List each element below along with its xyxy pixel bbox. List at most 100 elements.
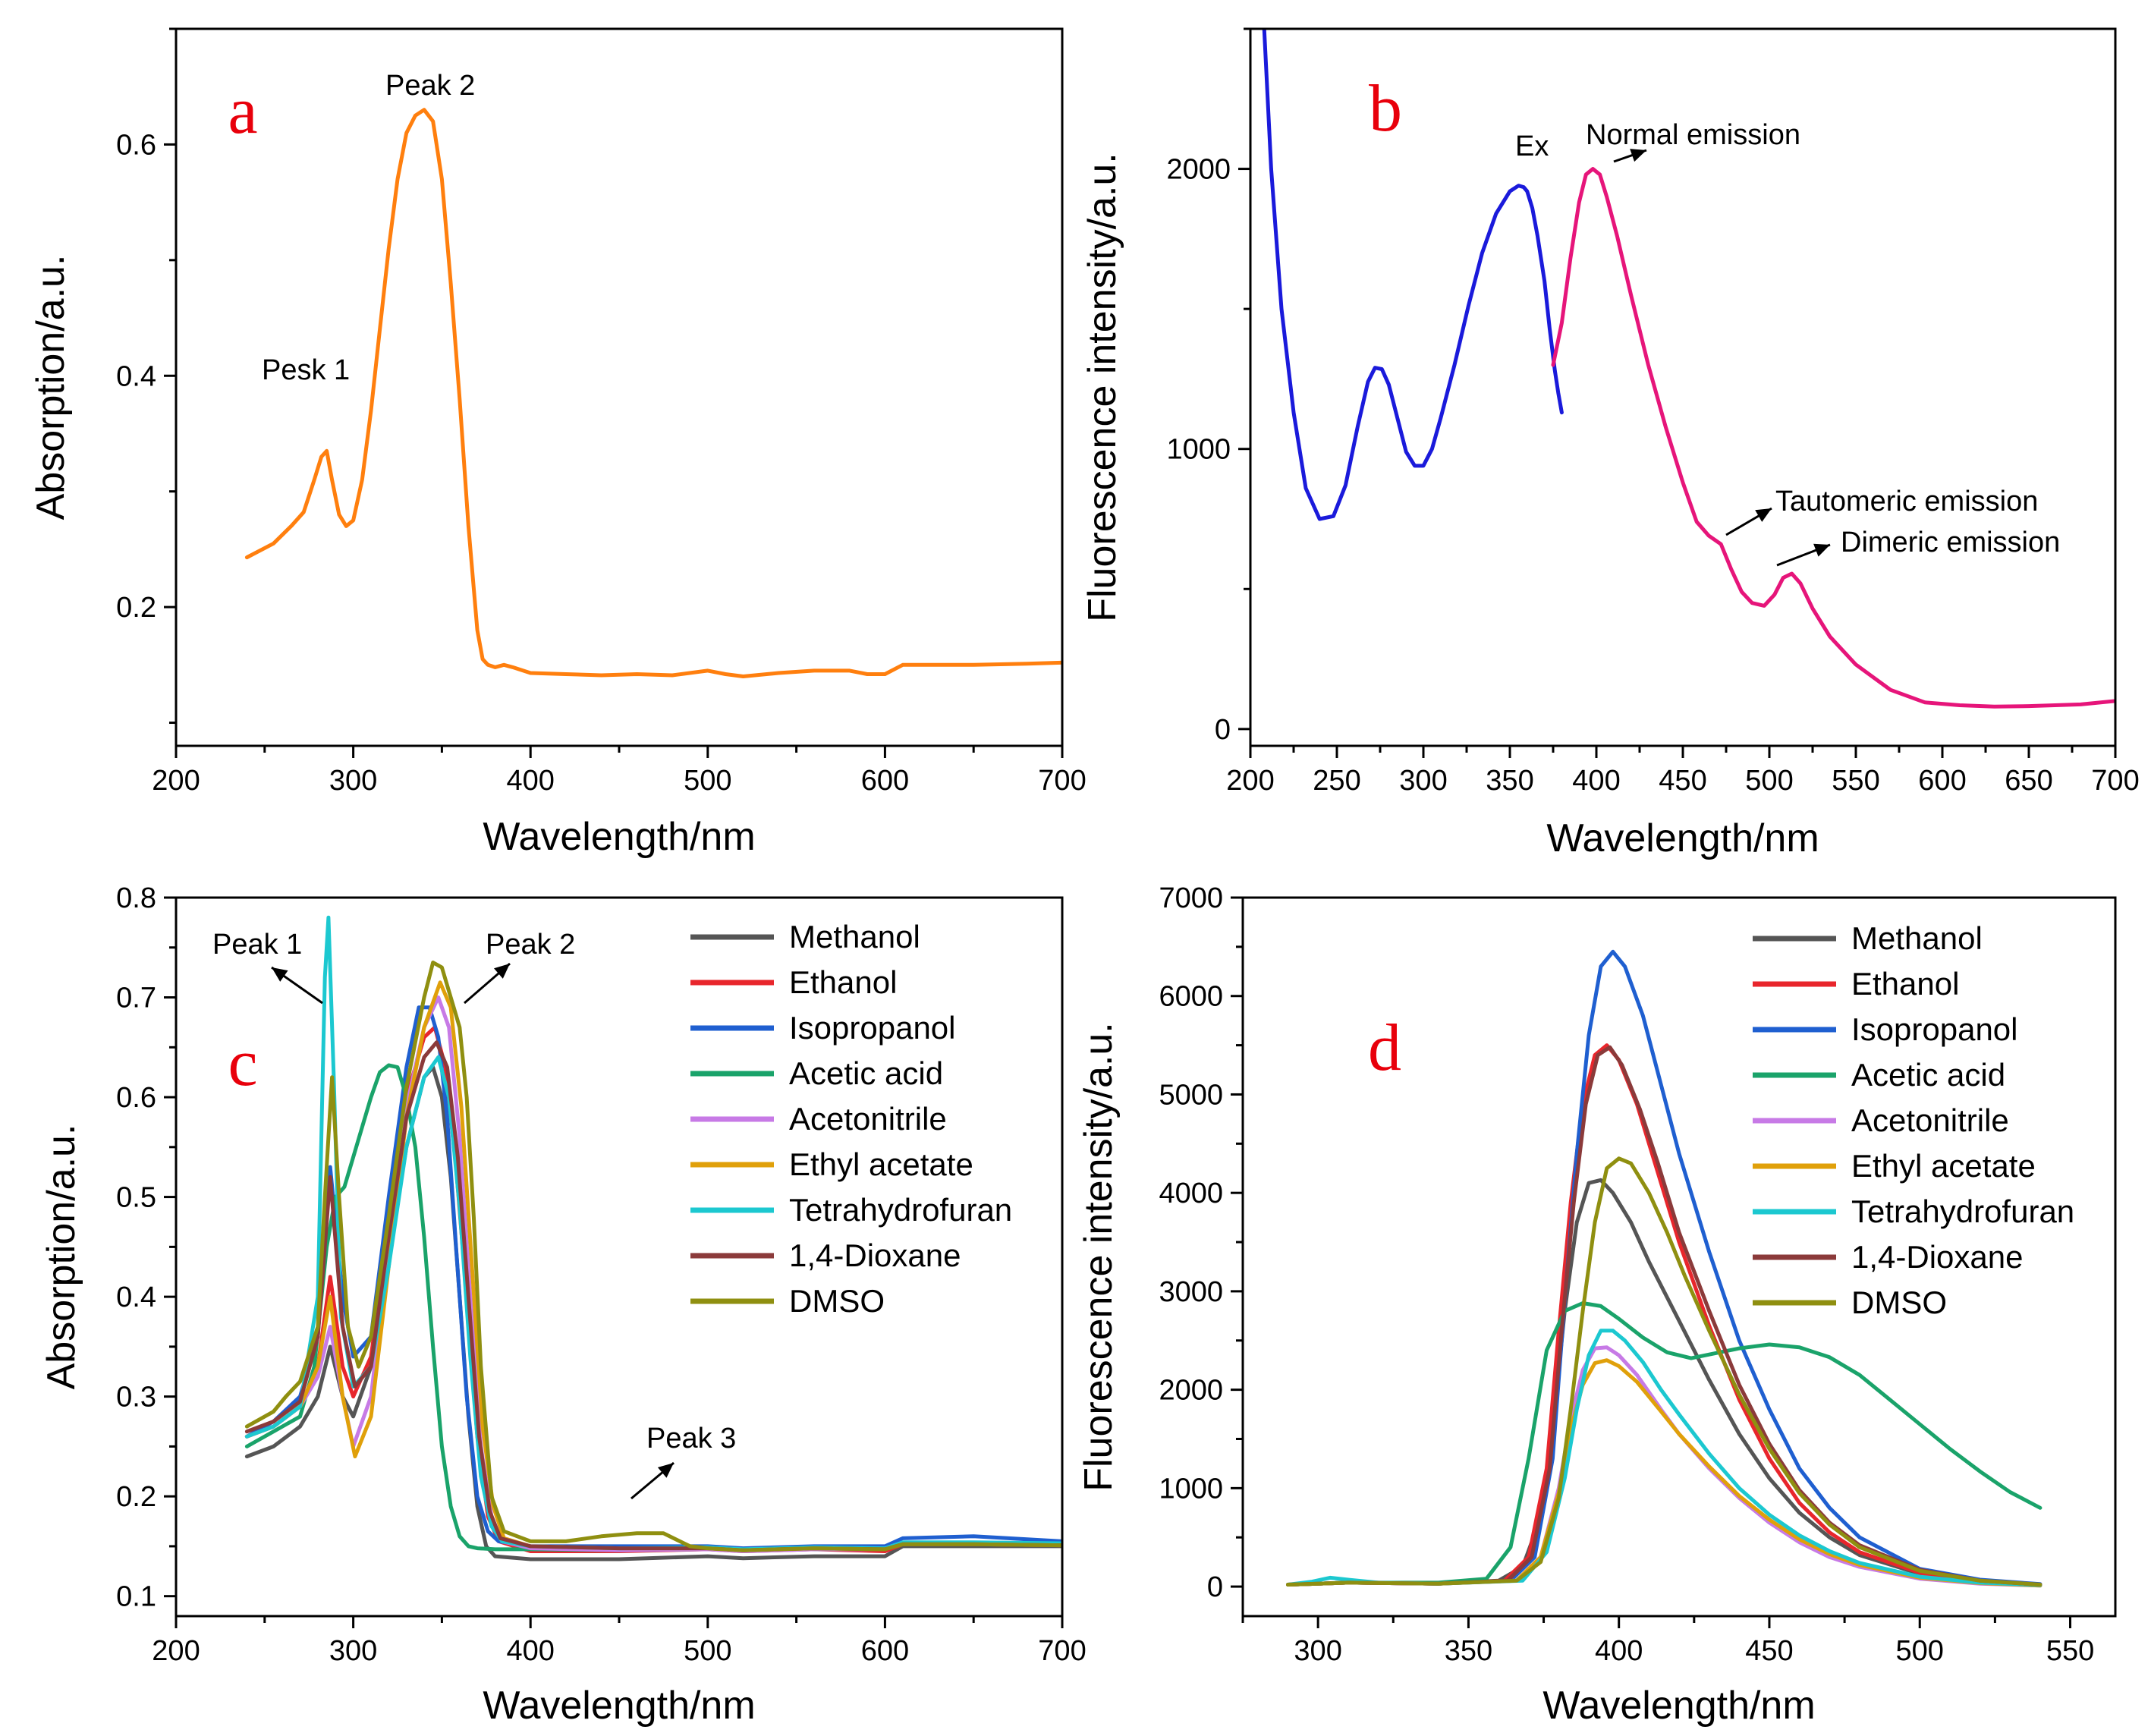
y-tick-label: 0.2 — [116, 1481, 156, 1513]
x-tick-label: 500 — [684, 1635, 731, 1667]
legend-label: Ethanol — [1851, 966, 1959, 1002]
y-tick-label: 0.5 — [116, 1182, 156, 1214]
x-tick-label: 700 — [1038, 765, 1086, 797]
y-tick-label: 0.1 — [116, 1581, 156, 1613]
x-axis-label: Wavelength/nm — [483, 1684, 755, 1728]
x-tick-label: 700 — [1038, 1635, 1086, 1667]
panel-b: 200 250 300 350 400 450 500 550 600 650 700 0 1000 20… — [1080, 27, 2140, 860]
x-tick-label: 400 — [506, 765, 554, 797]
panel-letter: a — [228, 74, 257, 148]
x-tick-label: 550 — [1832, 765, 1879, 797]
legend-label: Ethyl acetate — [1851, 1148, 2036, 1184]
series-line-dmso — [244, 961, 1062, 1552]
y-tick-label: 0.2 — [116, 592, 156, 624]
panel-letter: d — [1368, 1011, 1401, 1085]
y-tick-label: 1000 — [1166, 434, 1231, 466]
peak-annotation: Pesk 1 — [262, 354, 350, 386]
y-tick-label: 5000 — [1159, 1079, 1223, 1111]
x-tick-label: 450 — [1659, 765, 1706, 797]
legend-label: DMSO — [789, 1283, 885, 1319]
series-line-tetrahydrofuran — [1286, 1329, 2043, 1587]
x-tick-label: 500 — [1896, 1635, 1944, 1667]
x-tick-label: 350 — [1445, 1635, 1492, 1667]
legend-label: Methanol — [789, 919, 920, 954]
x-tick-label: 700 — [2091, 765, 2139, 797]
plot-frame — [175, 27, 1064, 747]
x-tick-label: 400 — [1595, 1635, 1643, 1667]
x-tick-label: 300 — [1399, 765, 1447, 797]
peak-annotation: Peak 2 — [385, 70, 475, 102]
arrow-head — [272, 967, 288, 982]
y-axis-label: Fluorescence intensity/a.u. — [1080, 153, 1124, 622]
series-line-ex — [1262, 29, 1564, 521]
legend-label: Isopropanol — [789, 1010, 956, 1046]
y-tick-label: 0.3 — [116, 1382, 156, 1414]
y-tick-label: 0 — [1207, 1571, 1223, 1603]
panel-d: 300 350 400 450 500 550 0 1000 2000 3000 4000 5000 6… — [1077, 882, 2117, 1728]
arrow-head — [1755, 508, 1772, 522]
y-tick-label: 2000 — [1159, 1375, 1223, 1407]
y-tick-label: 3000 — [1159, 1276, 1223, 1308]
legend-label: Acetonitrile — [789, 1101, 947, 1137]
panel-c: 200 300 400 500 600 700 0.1 0.2 0.3 0.4 0.5 0.6 0.7 0… — [39, 882, 1087, 1728]
legend-label: Acetonitrile — [1851, 1102, 2009, 1138]
y-tick-label: 7000 — [1159, 882, 1223, 914]
panel-a: 200 300 400 500 600 700 0.2 0.4 0.6 Wavelength/nm… — [29, 27, 1087, 859]
y-tick-label: 0.6 — [116, 129, 156, 161]
peak-annotation: Peak 2 — [486, 929, 575, 961]
x-tick-label: 200 — [152, 1635, 200, 1667]
legend: Methanol Ethanol Isopropanol Acetic acid Ace… — [690, 919, 1012, 1319]
legend-label: Isopropanol — [1851, 1011, 2018, 1047]
x-tick-label: 350 — [1486, 765, 1533, 797]
y-tick-label: 2000 — [1166, 154, 1231, 186]
peak-annotation: Dimeric emission — [1841, 527, 2060, 558]
y-axis-label: Absorption/a.u. — [39, 1124, 83, 1390]
arrow-head — [1630, 149, 1646, 162]
series-line-em — [1551, 167, 2115, 709]
x-tick-label: 500 — [684, 765, 731, 797]
legend-label: DMSO — [1851, 1285, 1947, 1320]
x-tick-label: 400 — [1572, 765, 1620, 797]
y-tick-label: 4000 — [1159, 1178, 1223, 1209]
arrow-head — [657, 1463, 674, 1478]
legend-label: 1,4-Dioxane — [1851, 1239, 2023, 1275]
x-tick-label: 600 — [861, 1635, 909, 1667]
x-tick-label: 650 — [2005, 765, 2052, 797]
x-tick-label: 450 — [1745, 1635, 1793, 1667]
y-tick-label: 0.6 — [116, 1082, 156, 1114]
x-axis-label: Wavelength/nm — [483, 815, 755, 859]
x-tick-label: 200 — [1226, 765, 1274, 797]
y-axis-label: Absorption/a.u. — [29, 255, 73, 520]
x-axis-label: Wavelength/nm — [1542, 1684, 1815, 1728]
legend-label: Ethanol — [789, 964, 897, 1000]
x-tick-label: 250 — [1313, 765, 1360, 797]
legend-label: Methanol — [1851, 920, 1983, 956]
peak-annotation: Peak 3 — [646, 1423, 736, 1455]
series-line-dmso — [1286, 1156, 2043, 1587]
y-tick-label: 0.4 — [116, 1282, 156, 1313]
arrow-head — [1813, 543, 1830, 557]
legend: Methanol Ethanol Isopropanol Acetic acid Ace… — [1753, 920, 2074, 1320]
y-axis-label: Fluorescence intensity/a.u. — [1077, 1022, 1121, 1492]
series-line-methanol — [244, 1065, 1062, 1561]
legend-label: Tetrahydrofuran — [789, 1192, 1012, 1228]
y-tick-label: 0.4 — [116, 360, 156, 392]
legend-label: 1,4-Dioxane — [789, 1238, 961, 1273]
peak-annotation: Normal emission — [1586, 119, 1800, 151]
x-axis-label: Wavelength/nm — [1546, 816, 1819, 860]
y-tick-label: 6000 — [1159, 981, 1223, 1013]
peak-annotation: Ex — [1515, 131, 1549, 162]
y-tick-label: 0 — [1215, 714, 1231, 746]
x-tick-label: 550 — [2046, 1635, 2094, 1667]
legend-label: Acetic acid — [1851, 1057, 2005, 1093]
plot-frame — [1241, 896, 2117, 1618]
y-tick-label: 0.8 — [116, 882, 156, 914]
legend-label: Ethyl acetate — [789, 1146, 973, 1182]
y-tick-label: 0.7 — [116, 983, 156, 1014]
legend-label: Tetrahydrofuran — [1851, 1194, 2074, 1229]
series-line-acetonitrile — [1286, 1345, 2043, 1588]
y-tick-label: 1000 — [1159, 1473, 1223, 1505]
x-tick-label: 600 — [861, 765, 909, 797]
peak-annotation: Peak 1 — [212, 929, 302, 961]
